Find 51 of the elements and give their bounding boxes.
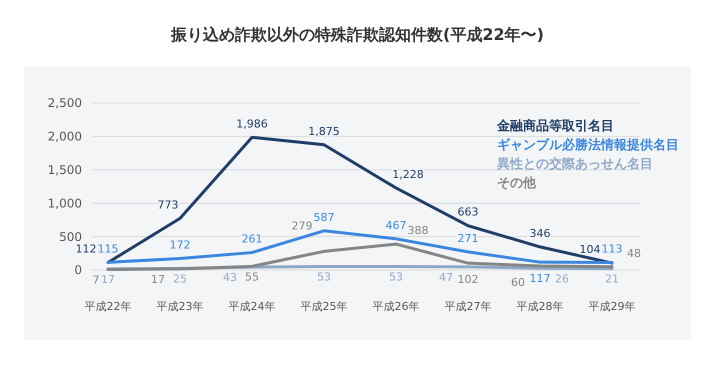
data-label: 7 [92,274,100,287]
data-label: 21 [605,272,619,286]
y-tick-label: 0 [74,263,82,278]
data-label: 43 [223,271,237,284]
x-tick-label: 平成29年 [588,300,636,313]
data-label: 25 [173,272,187,286]
data-label: 172 [170,238,190,252]
x-tick-label: 平成25年 [300,300,348,313]
data-label: 113 [602,242,622,256]
data-label: 17 [101,272,115,286]
chart-title: 振り込め詐欺以外の特殊詐欺認知件数(平成22年〜) [170,25,544,44]
data-label: 102 [458,273,478,286]
data-label: 467 [386,218,406,232]
data-label: 47 [439,270,453,284]
x-tick-label: 平成24年 [228,300,276,313]
data-label: 587 [314,210,334,224]
x-tick-label: 平成27年 [444,300,492,313]
data-label: 115 [98,242,118,256]
text: ギャンブル必勝法情報提供名目 [497,137,679,153]
data-label: 1,875 [308,124,340,138]
data-label: 17 [151,272,165,286]
text: 金融商品等取引名目 [496,118,614,134]
y-tick-label: 2,000 [48,130,82,144]
data-label: 117 [530,272,550,286]
x-tick-label: 平成23年 [156,300,204,313]
data-label: 60 [511,276,525,289]
data-label: 388 [408,224,428,238]
x-tick-label: 平成22年 [84,300,132,313]
y-tick-label: 500 [59,230,82,244]
data-label: 271 [458,232,478,245]
data-label: 663 [458,206,478,219]
data-label: 346 [530,226,550,240]
data-label: 104 [580,243,600,256]
data-label: 112 [76,242,96,256]
data-label: 279 [292,219,312,232]
data-label: 1,986 [236,117,268,130]
data-label: 53 [389,270,403,284]
text: 異性との交際あっせん名目 [496,156,653,172]
y-tick-label: 2,500 [48,96,82,110]
data-label: 1,228 [392,168,424,181]
y-tick-label: 1,500 [48,163,82,177]
data-label: 261 [242,232,262,246]
data-label: 773 [158,198,178,212]
data-label: 26 [555,272,569,286]
data-label: 48 [627,246,641,260]
data-label: 53 [317,270,331,284]
x-tick-label: 平成28年 [516,300,564,313]
x-tick-label: 平成26年 [372,300,420,313]
data-label: 55 [245,270,259,284]
text: その他 [497,176,537,191]
y-tick-label: 1,000 [48,196,82,210]
